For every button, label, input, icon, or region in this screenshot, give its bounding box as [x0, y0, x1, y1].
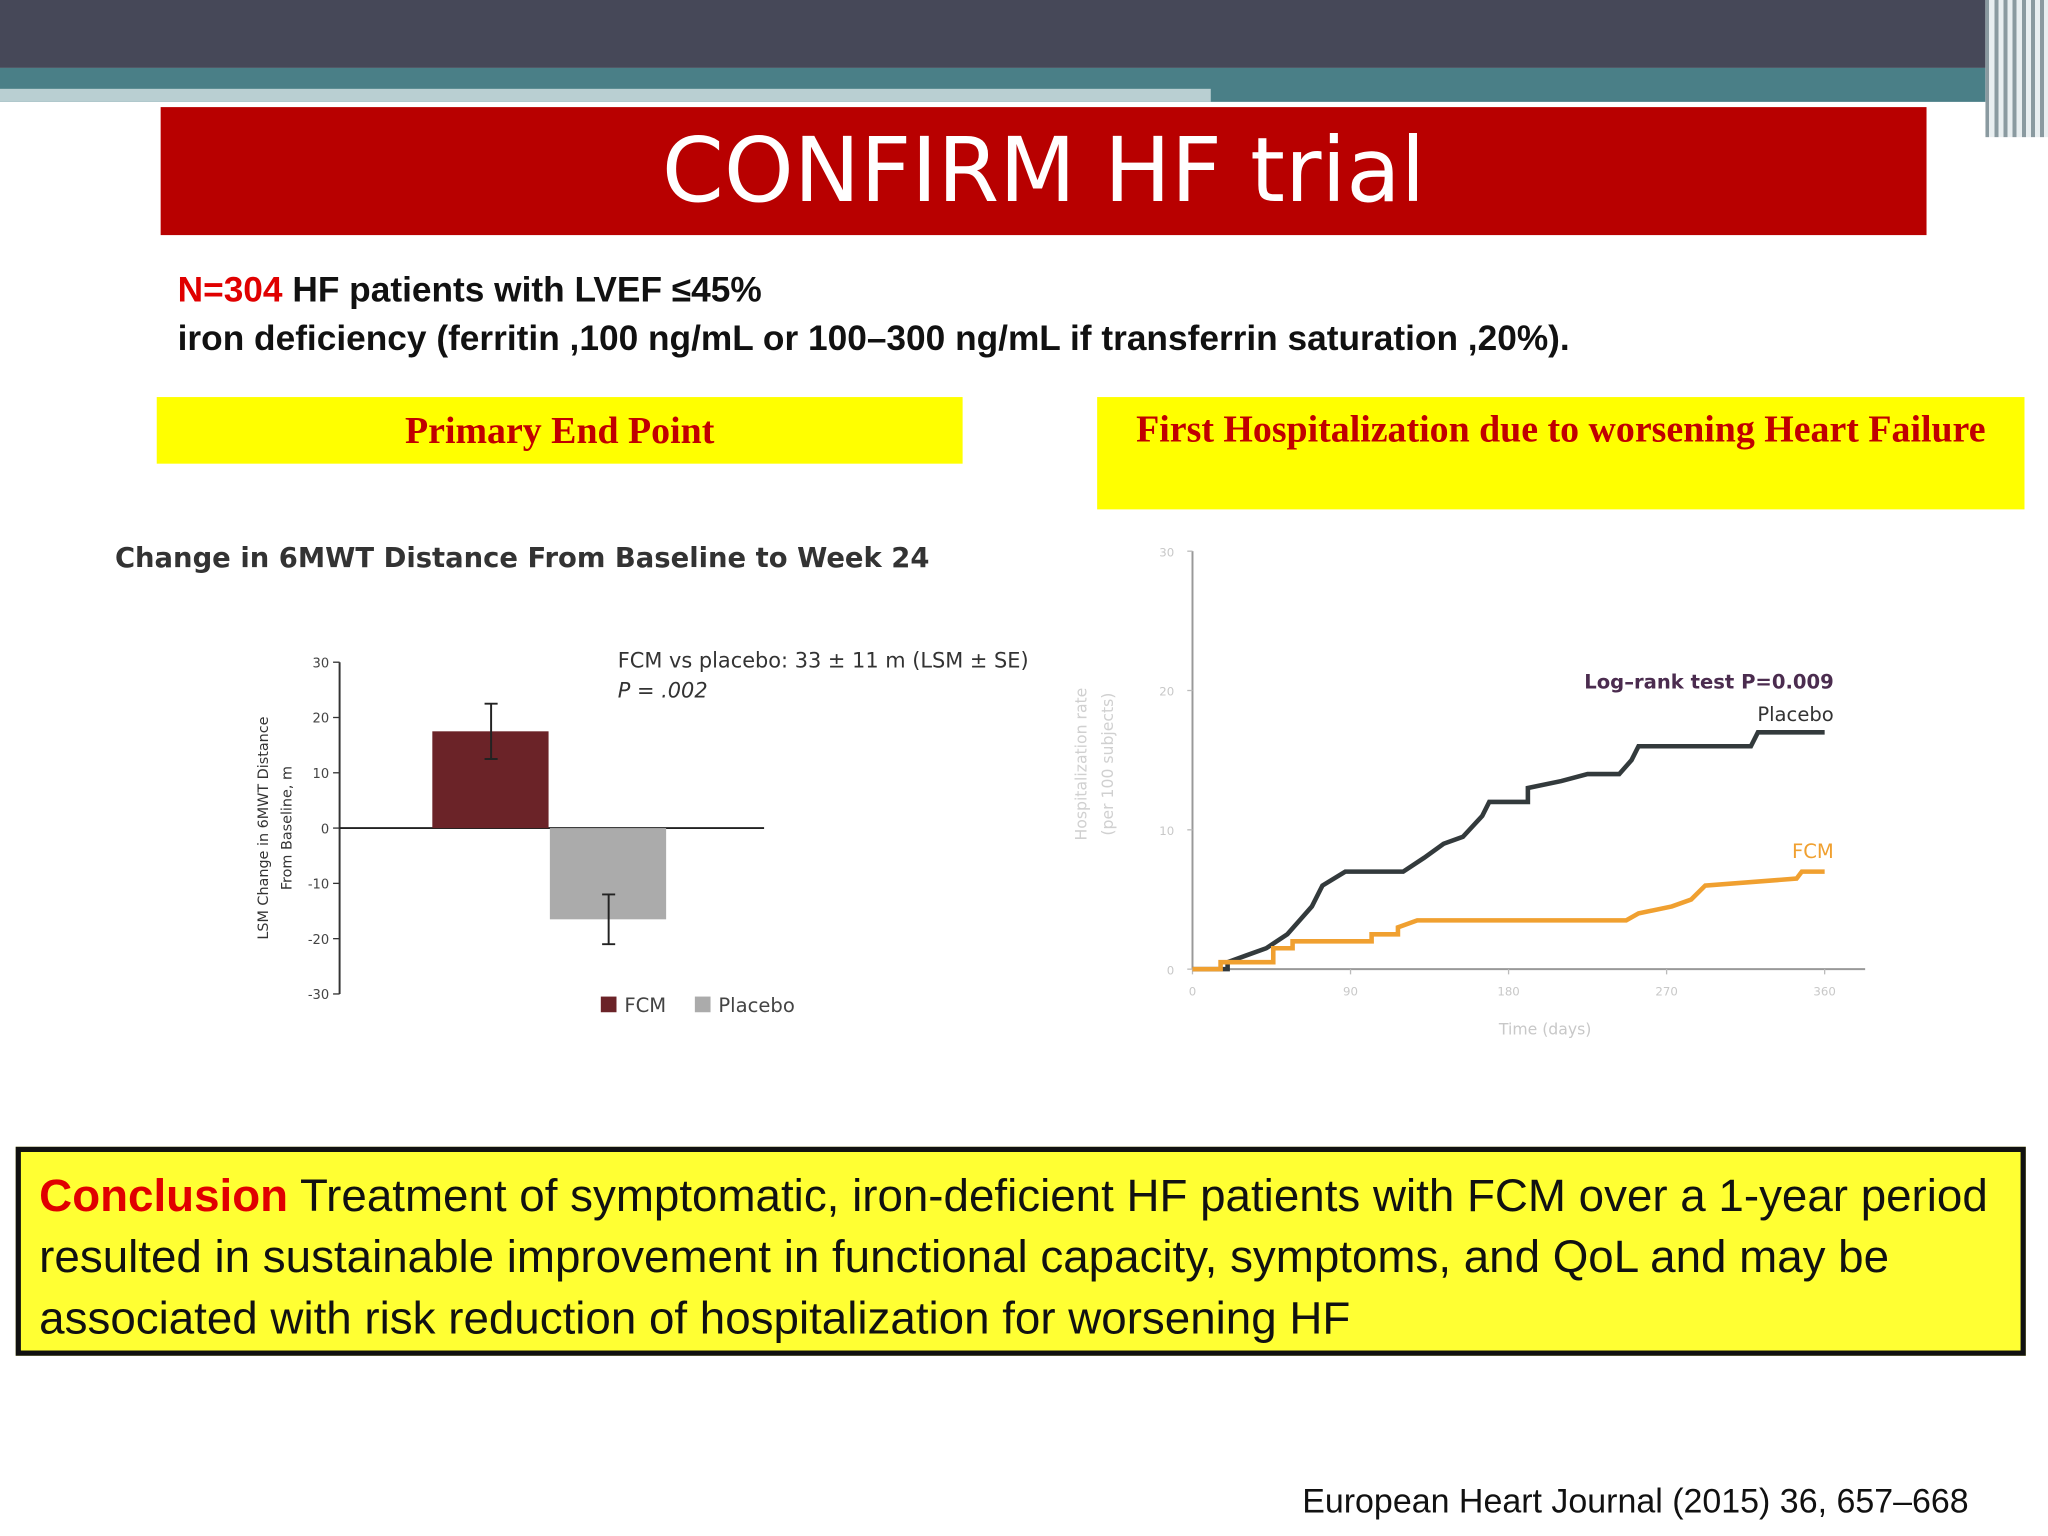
light-strip [0, 88, 1211, 102]
y-tick-label: 0 [321, 822, 329, 837]
intro-line: HF patients with LVEF ≤45% [292, 270, 762, 310]
annotation: Log–rank test P=0.009 [1584, 670, 1834, 693]
y-axis-label: LSM Change in 6MWT Distance [256, 716, 272, 939]
y-axis-label: (per 100 subjects) [1098, 693, 1117, 836]
y-tick-label: 20 [313, 712, 330, 727]
error-bar [484, 702, 498, 760]
y-axis-label: Hospitalization rate [1072, 688, 1091, 841]
x-tick-label: 270 [1655, 984, 1677, 998]
annotation: P = .002 [618, 678, 708, 702]
legend-label: Placebo [718, 994, 794, 1017]
line-series [1192, 730, 1825, 972]
chart-title: Change in 6MWT Distance From Baseline to… [115, 543, 930, 574]
y-tick-label: 20 [1159, 685, 1174, 699]
panel-heading: Primary End Point [156, 397, 963, 464]
x-tick-label: 360 [1813, 984, 1835, 998]
series-label: FCM [1792, 840, 1834, 863]
right-stripes [1985, 0, 2048, 138]
citation: European Heart Journal (2015) 36, 657–66… [1302, 1481, 1969, 1521]
conclusion-label: Conclusion [39, 1170, 289, 1222]
legend-swatch [600, 996, 617, 1013]
intro: N=304 HF patients with LVEF ≤45% iron de… [178, 266, 1570, 363]
x-tick-label: 90 [1343, 984, 1358, 998]
line-series [1192, 869, 1825, 972]
annotation: FCM vs placebo: 33 ± 11 m (LSM ± SE) [618, 648, 1029, 672]
y-axis-label: From Baseline, m [279, 766, 295, 890]
intro-highlight: N=304 [177, 270, 283, 310]
legend-swatch [694, 996, 711, 1013]
intro-line: iron deficiency (ferritin ,100 ng/mL or … [177, 318, 1570, 358]
x-tick-label: 180 [1497, 984, 1519, 998]
x-tick-label: 0 [1189, 984, 1196, 998]
title-box: CONFIRM HF trial [160, 107, 1927, 236]
y-tick-label: 10 [313, 767, 330, 782]
y-tick-label: -10 [308, 878, 329, 893]
y-tick-label: -20 [308, 933, 329, 948]
y-tick-label: 30 [1159, 545, 1174, 559]
top-bar [0, 0, 2048, 68]
series-label: Placebo [1757, 703, 1833, 726]
y-tick-label: -30 [308, 988, 329, 1003]
panel-heading: First Hospitalization due to worsening H… [1097, 397, 2025, 510]
x-axis-label: Time (days) [1498, 1019, 1591, 1038]
error-bar [602, 893, 616, 946]
legend-label: FCM [624, 994, 666, 1017]
y-tick-label: 30 [313, 656, 330, 671]
y-tick-label: 0 [1167, 963, 1174, 977]
y-tick-label: 10 [1159, 824, 1174, 838]
conclusion-text: Treatment of symptomatic, iron-deficient… [39, 1170, 1988, 1344]
conclusion-box: Conclusion Treatment of symptomatic, iro… [15, 1146, 2026, 1356]
